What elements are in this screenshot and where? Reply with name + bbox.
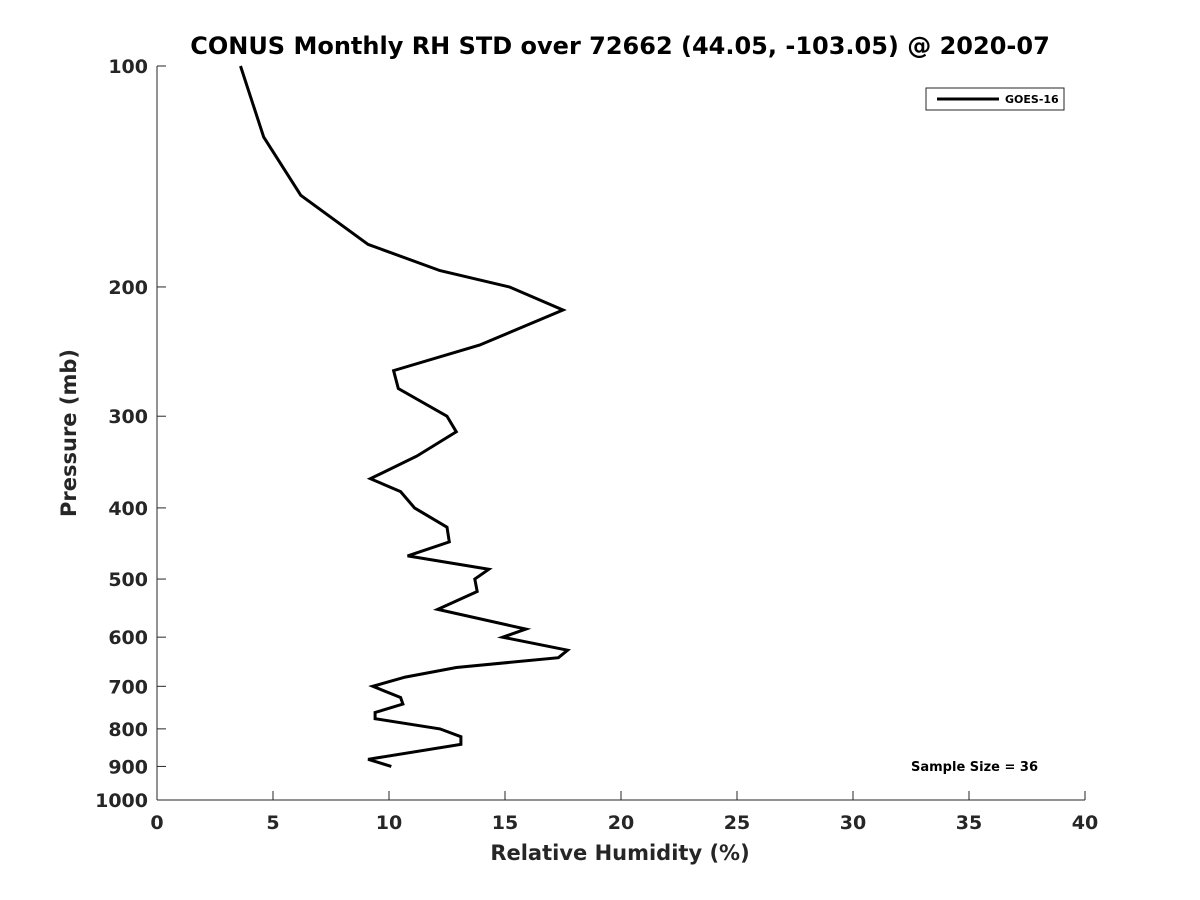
x-tick-label: 0 (150, 812, 163, 834)
x-tick-label: 40 (1072, 812, 1098, 834)
x-tick-label: 35 (956, 812, 982, 834)
y-tick-label: 100 (108, 56, 148, 78)
series-layer (239, 65, 572, 768)
x-tick-label: 15 (492, 812, 518, 834)
y-tick-label: 300 (108, 406, 148, 428)
x-tick-label: 30 (840, 812, 866, 834)
y-tick-label: 400 (108, 498, 148, 520)
y-tick-label: 700 (108, 676, 148, 698)
x-axis-label: Relative Humidity (%) (490, 841, 749, 865)
legend-label-goes-16: GOES-16 (1005, 93, 1059, 106)
axes: 0 5 10 15 20 25 30 35 40 100 200 300 400 500 600 700 800… (95, 56, 1098, 834)
y-tick-label: 500 (108, 569, 148, 591)
legend: GOES-16 (925, 87, 1065, 111)
y-tick-label: 200 (108, 277, 148, 299)
x-tick-label: 20 (608, 812, 634, 834)
x-tick-label: 10 (376, 812, 402, 834)
series-line-goes-16 (239, 65, 572, 768)
y-tick-label: 800 (108, 719, 148, 741)
sample-size-annotation: Sample Size = 36 (911, 760, 1038, 775)
y-axis-label: Pressure (mb) (57, 349, 81, 517)
y-tick-label: 600 (108, 627, 148, 649)
y-tick-label: 900 (108, 756, 148, 778)
y-tick-label: 1000 (95, 790, 148, 812)
x-tick-label: 5 (266, 812, 279, 834)
chart-title: CONUS Monthly RH STD over 72662 (44.05, … (190, 32, 1050, 60)
x-tick-label: 25 (724, 812, 750, 834)
